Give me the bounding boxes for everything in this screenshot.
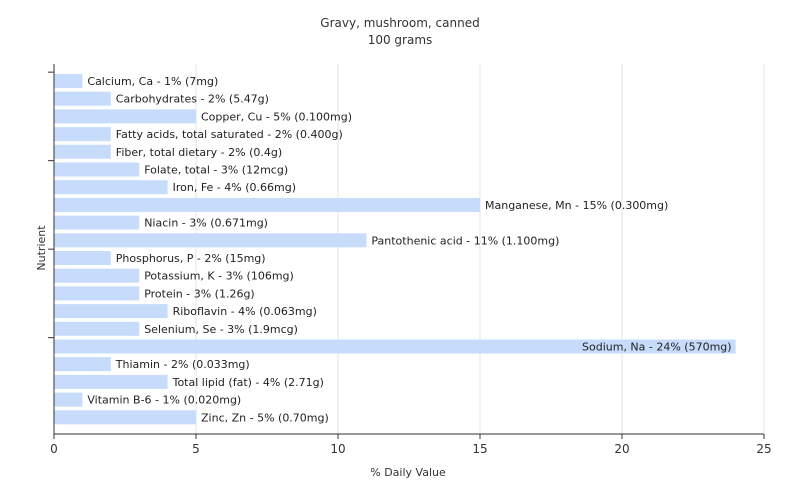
- bar-label: Copper, Cu - 5% (0.100mg): [201, 110, 352, 123]
- bar-label: Zinc, Zn - 5% (0.70mg): [201, 411, 329, 424]
- bar: [54, 339, 736, 354]
- bar-label: Total lipid (fat) - 4% (2.71g): [172, 376, 324, 389]
- bar-label: Sodium, Na - 24% (570mg): [582, 341, 732, 354]
- bar: [54, 392, 83, 407]
- bar: [54, 162, 140, 177]
- bar: [54, 233, 367, 248]
- bar-label: Manganese, Mn - 15% (0.300mg): [485, 199, 668, 212]
- x-tick-label: 25: [756, 442, 771, 456]
- bar-label: Selenium, Se - 3% (1.9mcg): [144, 323, 298, 336]
- bar-label: Niacin - 3% (0.671mg): [144, 217, 268, 230]
- grid-lines: [195, 64, 765, 434]
- bar-label: Folate, total - 3% (12mcg): [144, 164, 288, 177]
- bar: [54, 127, 111, 142]
- bar: [54, 304, 168, 319]
- bar: [54, 286, 140, 301]
- axes: 0 5 10 15 20 25: [48, 64, 772, 456]
- bar: [54, 268, 140, 283]
- chart-subtitle: 100 grams: [368, 33, 433, 47]
- bar: [54, 180, 168, 195]
- bar: [54, 357, 111, 372]
- bar-label: Vitamin B-6 - 1% (0.020mg): [87, 394, 241, 407]
- bar-label: Calcium, Ca - 1% (7mg): [87, 75, 218, 88]
- bar: [54, 374, 168, 389]
- x-tick-label: 10: [330, 442, 345, 456]
- bar-label: Fatty acids, total saturated - 2% (0.400…: [116, 128, 343, 141]
- x-tick-label: 5: [192, 442, 200, 456]
- bar-label: Protein - 3% (1.26g): [144, 287, 255, 300]
- bar: [54, 144, 111, 159]
- bar: [54, 109, 196, 124]
- x-tick-label: 20: [614, 442, 629, 456]
- bar: [54, 251, 111, 265]
- bar-label: Fiber, total dietary - 2% (0.4g): [116, 146, 282, 159]
- x-axis-label: % Daily Value: [370, 466, 446, 479]
- bar: [54, 91, 111, 106]
- bar-label: Iron, Fe - 4% (0.66mg): [173, 181, 296, 194]
- y-axis-label: Nutrient: [35, 225, 48, 271]
- bar-label: Phosphorus, P - 2% (15mg): [116, 252, 266, 265]
- chart-title: Gravy, mushroom, canned: [320, 16, 479, 30]
- bar-label: Potassium, K - 3% (106mg): [144, 270, 294, 283]
- bar: [54, 74, 83, 88]
- bar-label: Carbohydrates - 2% (5.47g): [116, 93, 269, 106]
- bar-label: Thiamin - 2% (0.033mg): [115, 358, 250, 371]
- bar: [54, 197, 480, 212]
- x-tick-label: 15: [472, 442, 487, 456]
- bars: Calcium, Ca - 1% (7mg) Carbohydrates - 2%…: [54, 74, 736, 425]
- bar: [54, 410, 196, 425]
- bar: [54, 321, 140, 336]
- bar-label: Riboflavin - 4% (0.063mg): [173, 305, 317, 318]
- x-tick-label: 0: [50, 442, 58, 456]
- bar: [54, 215, 140, 230]
- bar-label: Pantothenic acid - 11% (1.100mg): [371, 234, 559, 247]
